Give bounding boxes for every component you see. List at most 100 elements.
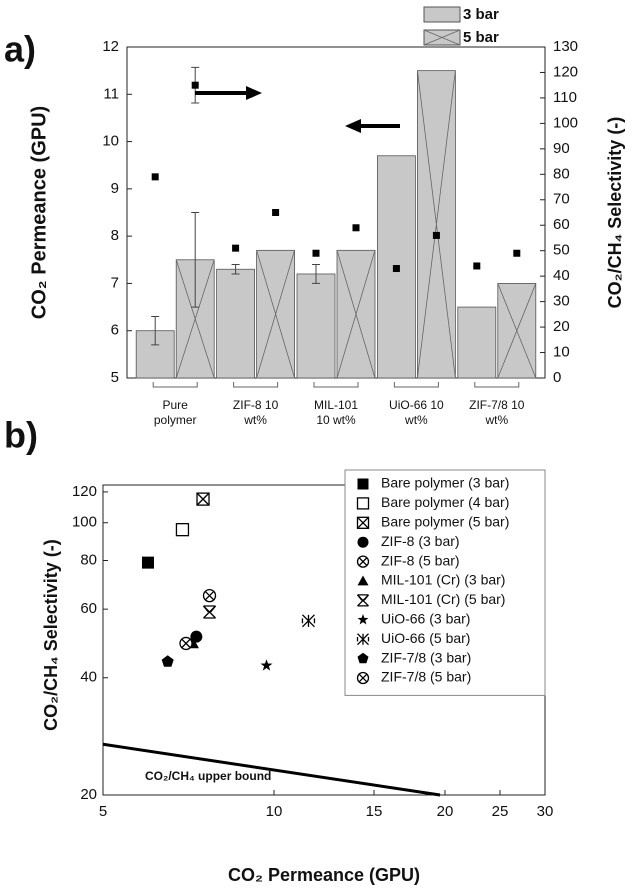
y-tick-label: 60 <box>80 600 97 617</box>
marker <box>357 536 369 548</box>
y-tick-label: 7 <box>111 274 119 291</box>
marker <box>301 614 316 628</box>
marker <box>357 652 369 664</box>
x-tick-label: 30 <box>537 803 554 820</box>
marker-shape <box>175 523 190 537</box>
y2-tick-label: 100 <box>553 114 578 131</box>
y2-axis-label: CO₂/CH₄ Selectivity (-) <box>605 117 625 309</box>
y2-tick-label: 40 <box>553 267 570 284</box>
marker-shape <box>312 249 320 257</box>
marker <box>202 588 217 603</box>
marker <box>151 173 159 181</box>
y-tick-label: 9 <box>111 180 119 197</box>
bar-hatch <box>256 250 295 379</box>
marker <box>191 81 199 89</box>
marker-stroke <box>356 594 370 607</box>
x-tick-label: 10 <box>266 803 283 820</box>
legend-label: 5 bar <box>463 29 499 46</box>
legend-label: ZIF-7/8 (3 bar) <box>381 649 471 665</box>
y2-tick-label: 0 <box>553 369 561 386</box>
legend-label: Bare polymer (3 bar) <box>381 475 509 491</box>
marker-shape <box>272 209 280 216</box>
y2-tick-label: 70 <box>553 191 570 208</box>
y2-tick-label: 30 <box>553 293 570 310</box>
x-tick-label: 5 <box>99 803 107 820</box>
x-tick-label: 15 <box>366 803 383 820</box>
y-tick-label: 120 <box>72 483 97 500</box>
marker <box>356 497 370 510</box>
marker-shape <box>260 659 273 671</box>
y-tick-label: 6 <box>111 322 119 339</box>
y-axis-label: CO₂ Permeance (GPU) <box>28 106 50 319</box>
y-tick-label: 11 <box>103 85 119 102</box>
legend-label: Bare polymer (5 bar) <box>381 514 509 530</box>
arrow-head <box>345 119 361 133</box>
marker <box>161 655 174 667</box>
bar <box>296 273 336 379</box>
marker <box>203 605 217 619</box>
marker <box>356 671 370 685</box>
marker-stroke <box>181 638 191 649</box>
marker <box>432 231 440 239</box>
marker <box>356 555 370 568</box>
marker <box>473 262 481 270</box>
y-tick-label: 5 <box>111 369 119 386</box>
marker-stroke <box>204 590 215 601</box>
y-tick-label: 20 <box>80 786 97 803</box>
marker <box>141 556 154 569</box>
category-bracket <box>233 382 279 388</box>
legend-swatch <box>423 6 461 23</box>
marker <box>312 249 320 257</box>
upper-bound-line <box>102 742 441 797</box>
plot-frame <box>126 46 546 379</box>
x-tick-label: ZIF-7/8 10 wt% <box>469 398 525 427</box>
x-tick-label: MIL-101 10 wt% <box>313 398 359 427</box>
marker-stroke <box>358 557 368 567</box>
marker-shape <box>141 556 154 569</box>
legend-label: ZIF-8 (3 bar) <box>381 533 460 549</box>
y-tick-label: 80 <box>80 551 97 568</box>
marker-shape <box>357 478 369 490</box>
error-bar <box>191 212 200 308</box>
legend-label: 3 bar <box>463 6 499 23</box>
x-tick-label: 20 <box>437 803 454 820</box>
y-tick-label: 10 <box>102 133 119 150</box>
marker-shape <box>392 265 400 273</box>
bar-hatch <box>497 283 537 379</box>
bar <box>216 268 256 379</box>
marker-shape <box>432 231 440 239</box>
marker-shape <box>357 536 369 548</box>
marker-stroke <box>196 492 210 506</box>
marker <box>356 633 370 646</box>
marker-stroke <box>357 516 369 529</box>
legend-label: MIL-101 (Cr) (5 bar) <box>381 591 505 607</box>
marker <box>356 516 370 529</box>
legend-label: UiO-66 (3 bar) <box>381 611 470 627</box>
marker <box>352 224 360 232</box>
bar-hatch <box>417 70 456 379</box>
marker-shape <box>191 81 199 89</box>
bar-hatch <box>175 259 215 379</box>
error-bar <box>312 264 320 284</box>
y-tick-label: 8 <box>111 227 119 244</box>
legend-box <box>344 469 546 696</box>
marker-shape <box>357 652 369 664</box>
marker <box>356 594 370 607</box>
marker-shape <box>513 249 521 257</box>
marker <box>357 575 369 586</box>
marker <box>272 209 280 216</box>
y-tick-label: 100 <box>72 514 97 531</box>
y-tick-label: 40 <box>80 669 97 686</box>
marker <box>179 636 193 651</box>
y2-tick-label: 130 <box>553 38 578 55</box>
category-bracket <box>313 382 359 388</box>
category-bracket <box>152 382 198 388</box>
arrow-head <box>246 86 262 100</box>
marker-shape <box>151 173 159 181</box>
marker <box>196 492 210 506</box>
legend-label: Bare polymer (4 bar) <box>381 494 509 510</box>
marker-shape <box>473 262 481 270</box>
x-tick-label: UiO-66 10 wt% <box>389 398 444 427</box>
